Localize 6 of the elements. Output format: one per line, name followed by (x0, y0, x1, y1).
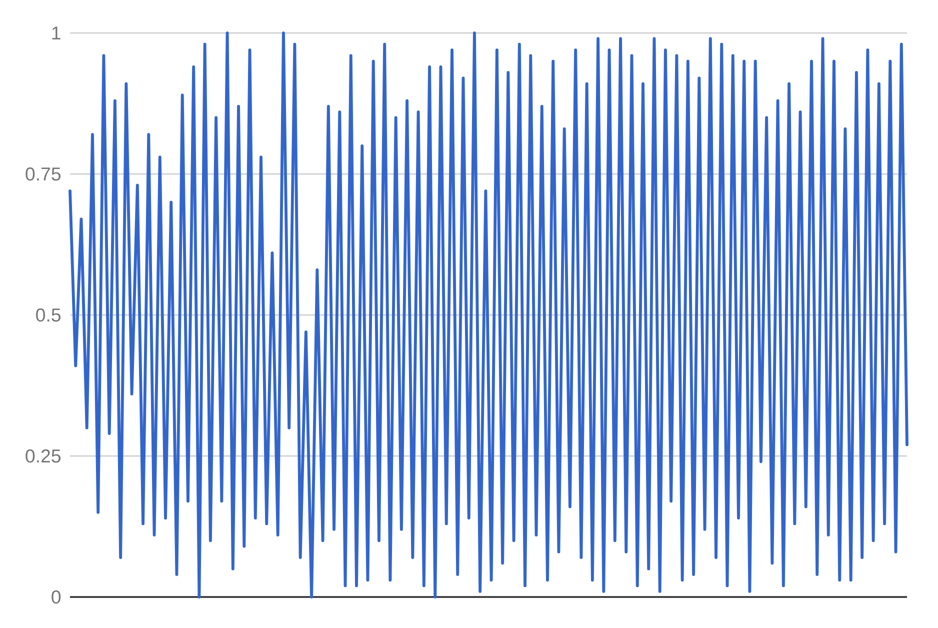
y-tick-label: 0.75 (26, 167, 61, 181)
y-tick-label: 1 (52, 26, 60, 40)
y-tick-label: 0.25 (26, 449, 61, 463)
y-tick-label: 0 (52, 590, 61, 604)
y-tick-label: 0.5 (36, 308, 61, 322)
line-series (68, 32, 908, 598)
